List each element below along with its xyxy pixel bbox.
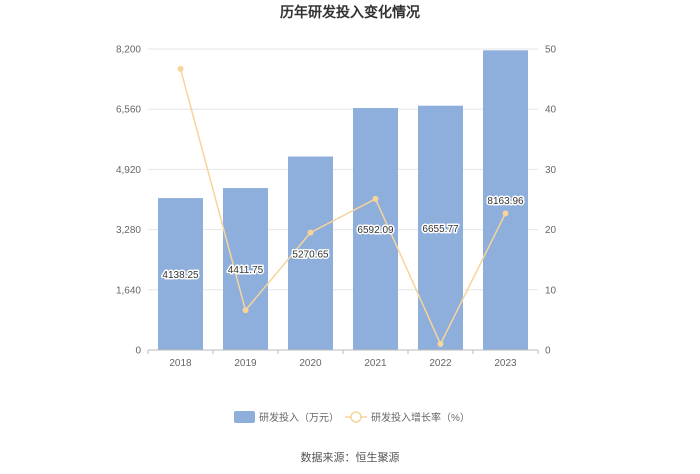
y-right-tick-label: 50 bbox=[545, 45, 557, 56]
bar-value-label: 5270.65 bbox=[292, 249, 329, 260]
y-left-tick-label: 0 bbox=[135, 346, 141, 357]
x-tick-label: 2018 bbox=[169, 358, 192, 369]
y-right-tick-label: 0 bbox=[545, 346, 551, 357]
y-left-tick-label: 4,920 bbox=[116, 165, 141, 176]
x-tick-label: 2021 bbox=[364, 358, 387, 369]
growth-point-2023 bbox=[502, 210, 509, 217]
bar-2018 bbox=[158, 198, 203, 350]
y-left-tick-label: 3,280 bbox=[116, 225, 141, 236]
y-right-tick-label: 10 bbox=[545, 285, 557, 296]
y-left-tick-label: 6,560 bbox=[116, 105, 141, 116]
bar-series bbox=[158, 50, 528, 350]
y-left-tick-label: 8,200 bbox=[116, 45, 141, 56]
bar-value-label: 6592.09 bbox=[357, 225, 394, 236]
bar-value-label: 8163.96 bbox=[487, 196, 524, 207]
growth-point-2019 bbox=[242, 307, 249, 314]
bar-2020 bbox=[288, 156, 333, 350]
data-labels: 4138.25 4411.75 5270.65 6592.09 6655.77 8163.… bbox=[161, 195, 526, 283]
bar-2019 bbox=[223, 188, 268, 350]
growth-point-2022 bbox=[437, 340, 444, 347]
growth-point-2021 bbox=[372, 195, 379, 202]
x-tick-label: 2020 bbox=[299, 358, 322, 369]
source-note: 数据来源：恒生聚源 bbox=[301, 450, 400, 464]
legend: 研发投入（万元） 研发投入增长率（%） bbox=[234, 411, 470, 424]
x-tick-label: 2022 bbox=[429, 358, 452, 369]
growth-point-2018 bbox=[177, 65, 184, 72]
growth-line bbox=[179, 68, 507, 346]
x-tick-label: 2019 bbox=[234, 358, 257, 369]
bar-value-label: 6655.77 bbox=[422, 224, 459, 235]
y-left-tick-label: 1,640 bbox=[116, 285, 141, 296]
line-series bbox=[177, 65, 509, 347]
axes: 0 1,640 3,280 4,920 6,560 8,200 0 10 20 30 40 50 201… bbox=[116, 45, 557, 370]
legend-line-label: 研发投入增长率（%） bbox=[371, 411, 470, 424]
legend-line-marker bbox=[350, 411, 362, 423]
legend-bar-label: 研发投入（万元） bbox=[259, 411, 339, 424]
y-right-tick-label: 40 bbox=[545, 105, 557, 116]
growth-point-2020 bbox=[307, 229, 314, 236]
bar-value-label: 4138.25 bbox=[162, 270, 199, 281]
bar-2021 bbox=[353, 108, 398, 350]
legend-bar-swatch bbox=[234, 411, 255, 423]
x-tick-label: 2023 bbox=[494, 358, 517, 369]
bar-2023 bbox=[483, 50, 528, 350]
bar-value-label: 4411.75 bbox=[228, 265, 264, 276]
grid bbox=[148, 48, 538, 291]
y-right-tick-label: 20 bbox=[545, 225, 557, 236]
y-right-tick-label: 30 bbox=[545, 165, 557, 176]
chart-title: 历年研发投入变化情况 bbox=[280, 4, 420, 20]
